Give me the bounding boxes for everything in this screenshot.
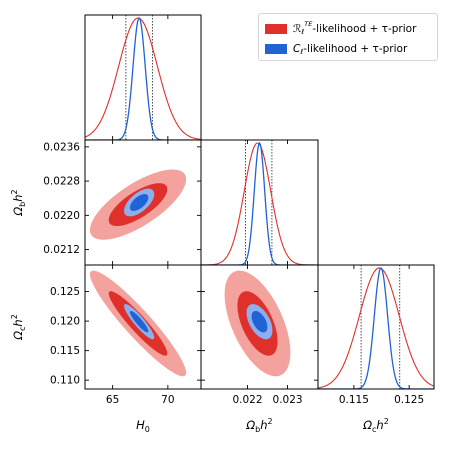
marginal-curve-Obh2-red <box>201 142 318 265</box>
legend-blue-sub: ℓ <box>300 48 304 56</box>
x-axis-label-H0: H0 <box>136 418 150 434</box>
panel-frame-0-0 <box>84 14 202 141</box>
contour-68-blue <box>251 310 268 333</box>
y-tick-label-Obh2-0: 0.0212 <box>43 244 80 256</box>
x-axis-label-Obh2: Ωbh2 <box>245 417 272 434</box>
y-tick-label-Och2-0: 0.110 <box>50 375 80 387</box>
legend-blue-prefix: C <box>293 43 301 55</box>
y-tick-label-Och2-2: 0.120 <box>50 316 80 328</box>
x-tick-label-H0-1: 70 <box>161 394 174 406</box>
contour-68-blue <box>129 310 149 333</box>
contour-panel-Och2-vs-H0 <box>89 270 187 377</box>
marginal-curve-Obh2-blue <box>201 141 318 265</box>
legend-swatch-blue <box>265 44 287 54</box>
marginal-Obh2 <box>201 140 318 265</box>
y-tick-label-Obh2-1: 0.0220 <box>43 210 80 222</box>
x-axis-label-Och2: Ωch2 <box>362 417 389 434</box>
x-tick-label-Och2-0: 0.115 <box>339 394 369 406</box>
marginal-curve-H0-red <box>85 17 201 140</box>
marginal-H0 <box>85 15 201 140</box>
legend-swatch-red <box>265 24 287 34</box>
contour-panel-Obh2-vs-H0 <box>89 169 187 240</box>
contour-panel-Och2-vs-Obh2 <box>224 270 291 377</box>
x-tick-label-H0-0: 65 <box>106 394 119 406</box>
x-tick-label-Obh2-1: 0.023 <box>273 394 303 406</box>
legend-red-rest: -likelihood + τ-prior <box>312 23 417 35</box>
x-tick-label-Obh2-0: 0.022 <box>232 394 262 406</box>
legend-red-sup: TE <box>304 20 313 28</box>
y-tick-label-Och2-3: 0.125 <box>50 286 80 298</box>
legend-red-sub: ℓ <box>301 28 305 36</box>
x-tick-label-Och2-1: 0.125 <box>394 394 424 406</box>
panel-frame-1-1 <box>200 139 319 266</box>
marginal-curve-H0-blue <box>85 17 201 140</box>
marginal-Och2 <box>318 265 434 389</box>
legend-blue-rest: -likelihood + τ-prior <box>303 43 408 55</box>
y-tick-label-Och2-1: 0.115 <box>50 345 80 357</box>
marginal-curve-Och2-red <box>318 267 434 389</box>
panel-frame-2-2 <box>317 264 435 390</box>
contour-68-blue <box>129 194 149 211</box>
marginal-curve-Och2-blue <box>318 267 434 389</box>
y-tick-label-Obh2-3: 0.0236 <box>43 141 80 153</box>
legend-red-prefix: ℛ <box>293 23 302 35</box>
y-axis-label-Och2: Ωch2 <box>10 314 27 341</box>
y-tick-label-Obh2-2: 0.0228 <box>43 176 80 188</box>
y-axis-label-Obh2: Ωbh2 <box>10 189 27 216</box>
